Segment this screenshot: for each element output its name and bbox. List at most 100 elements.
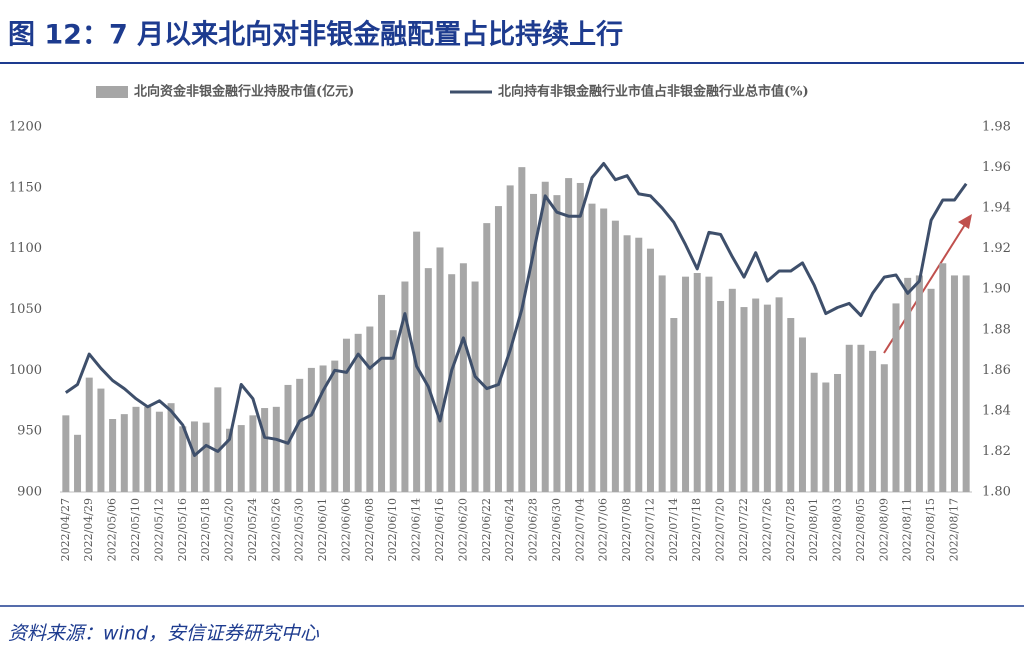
- x-tick-label: 2022/06/28: [527, 498, 540, 561]
- y2-tick-label: 1.98: [982, 120, 1011, 135]
- x-tick-label: 2022/06/08: [363, 498, 376, 561]
- bar: [530, 193, 538, 492]
- bar: [658, 275, 666, 492]
- y-tick-label: 900: [17, 485, 42, 500]
- bar: [331, 360, 339, 492]
- y-tick-label: 950: [17, 424, 42, 439]
- x-tick-label: 2022/08/01: [807, 498, 820, 561]
- x-tick-label: 2022/06/16: [433, 498, 446, 561]
- bar: [904, 277, 912, 492]
- bar: [670, 318, 678, 492]
- bar: [798, 337, 806, 492]
- x-tick-label: 2022/07/20: [714, 498, 727, 561]
- x-tick-label: 2022/05/16: [176, 498, 189, 561]
- bar: [693, 273, 701, 492]
- bar: [553, 195, 561, 492]
- bar: [950, 275, 958, 492]
- bar: [319, 365, 327, 492]
- bar: [565, 178, 573, 492]
- bar: [962, 275, 970, 492]
- bar: [471, 281, 479, 492]
- y-tick-label: 1150: [9, 180, 42, 195]
- bar: [763, 304, 771, 492]
- bar: [214, 387, 222, 492]
- y2-tick-label: 1.90: [982, 282, 1011, 297]
- bar: [588, 203, 596, 492]
- y2-tick-label: 1.92: [982, 241, 1011, 256]
- bar: [436, 247, 444, 492]
- bar: [541, 181, 549, 492]
- bar: [97, 388, 105, 492]
- bar: [366, 326, 374, 492]
- y2-tick-label: 1.88: [982, 322, 1011, 337]
- bar: [682, 276, 690, 492]
- line: [64, 162, 968, 457]
- bar: [623, 235, 631, 493]
- x-tick-label: 2022/08/09: [877, 498, 890, 561]
- bar: [132, 406, 140, 492]
- x-tick-label: 2022/05/12: [152, 498, 165, 561]
- bar: [155, 411, 163, 492]
- chart-title: 图 12：7 月以来北向对非银金融配置占比持续上行: [8, 19, 623, 51]
- y-tick-label: 1100: [9, 241, 42, 256]
- x-tick-label: 2022/06/24: [503, 498, 516, 561]
- bar: [717, 300, 725, 492]
- legend-swatch: [96, 86, 128, 98]
- bar: [284, 384, 292, 492]
- x-tick-label: 2022/06/20: [456, 498, 469, 561]
- x-tick-label: 2022/08/11: [901, 498, 914, 561]
- y-tick-label: 1000: [9, 363, 42, 378]
- y2-tick-label: 1.82: [982, 444, 1011, 459]
- bar: [85, 377, 93, 492]
- bar: [611, 220, 619, 492]
- bar: [740, 307, 748, 492]
- x-tick-label: 2022/05/26: [269, 498, 282, 561]
- bar: [144, 406, 152, 492]
- bar: [401, 281, 409, 492]
- bar: [249, 415, 257, 492]
- bar: [518, 167, 526, 492]
- bar: [787, 318, 795, 492]
- x-tick-label: 2022/06/10: [386, 498, 399, 561]
- x-tick-label: 2022/07/14: [667, 498, 680, 561]
- bar: [354, 333, 362, 492]
- x-tick-label: 2022/06/30: [550, 498, 563, 561]
- bar: [307, 367, 315, 492]
- bar: [915, 275, 923, 492]
- x-tick-label: 2022/04/27: [59, 498, 72, 561]
- x-tick-label: 2022/05/18: [199, 498, 212, 561]
- bar: [869, 350, 877, 492]
- x-tick-label: 2022/07/26: [760, 498, 773, 561]
- bar: [202, 422, 210, 492]
- source: 资料来源：wind，安信证券研究中心: [8, 623, 320, 645]
- x-tick-label: 2022/07/18: [690, 498, 703, 561]
- x-tick-label: 2022/05/20: [223, 498, 236, 561]
- bar: [389, 330, 397, 492]
- bar: [752, 298, 760, 492]
- x-tick-label: 2022/08/03: [831, 498, 844, 561]
- x-tick-label: 2022/08/05: [854, 498, 867, 561]
- x-tick-label: 2022/05/24: [246, 498, 259, 561]
- y-tick-label: 1050: [9, 302, 42, 317]
- x-tick-label: 2022/05/10: [129, 498, 142, 561]
- bar: [109, 419, 117, 492]
- bar: [927, 288, 935, 492]
- y2-tick-label: 1.86: [982, 363, 1011, 378]
- bar: [892, 303, 900, 492]
- bar: [226, 428, 234, 492]
- bar: [845, 344, 853, 492]
- annotation-arrowhead: [958, 214, 972, 229]
- bar: [272, 406, 280, 492]
- bar: [834, 373, 842, 492]
- bar: [600, 208, 608, 492]
- bar: [646, 248, 654, 492]
- x-tick-label: 2022/08/17: [947, 498, 960, 561]
- bar: [483, 223, 491, 492]
- bar: [880, 364, 888, 492]
- x-tick-label: 2022/06/14: [410, 498, 423, 561]
- x-tick-label: 2022/07/22: [737, 498, 750, 561]
- x-tick-label: 2022/07/28: [784, 498, 797, 561]
- bar: [857, 344, 865, 492]
- bar: [179, 426, 187, 492]
